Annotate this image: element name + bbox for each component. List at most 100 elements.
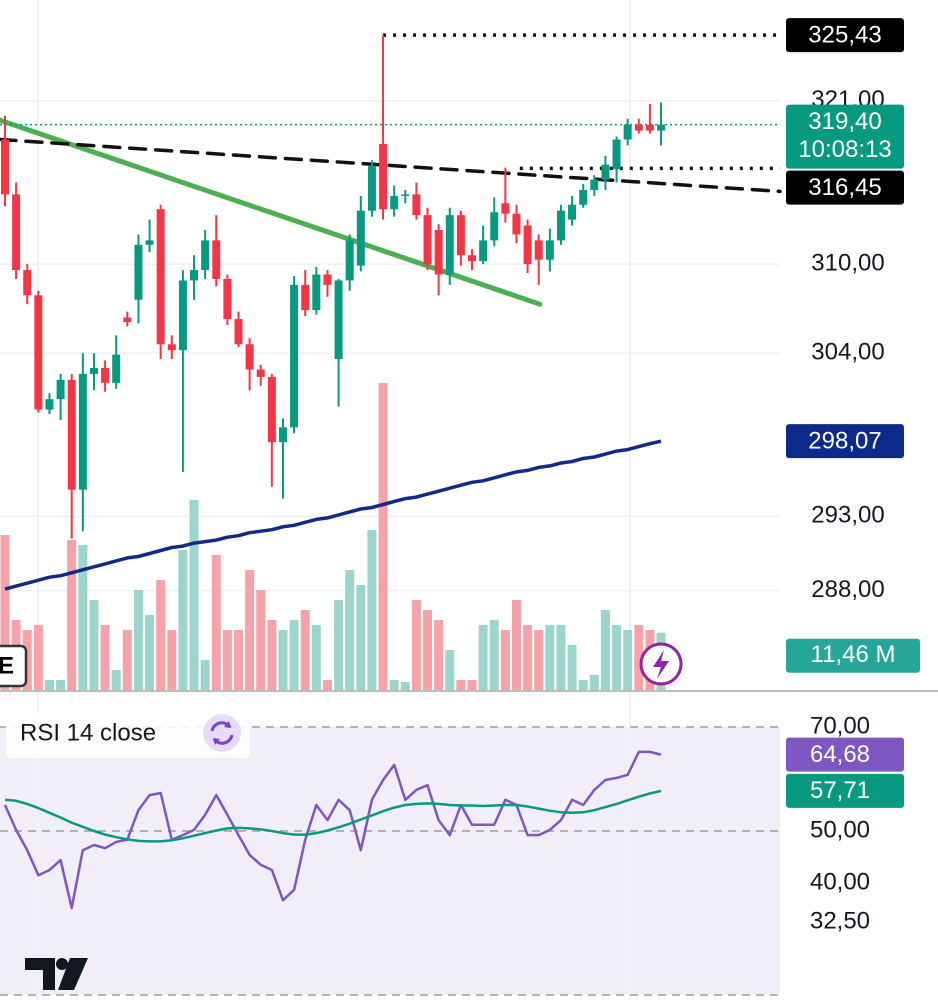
- price-badge: 325,43: [786, 18, 904, 53]
- volume-badge-label: 11,46 M: [811, 641, 896, 668]
- volume-bar: [234, 630, 244, 690]
- value-badge-box: [786, 773, 904, 808]
- candle-body: [456, 215, 465, 256]
- candle-body: [156, 209, 165, 345]
- candle-body: [201, 240, 210, 271]
- candle-body: [545, 240, 554, 260]
- candle-body: [12, 194, 21, 271]
- price-badge-box: [786, 18, 904, 53]
- candle-body: [323, 274, 332, 285]
- candle-body: [512, 213, 521, 235]
- candle-body: [78, 373, 87, 490]
- volume-bar: [623, 630, 633, 690]
- rsi-line: [4, 789, 662, 843]
- rsi-icon-circle[interactable]: [203, 714, 241, 752]
- candle-body: [390, 195, 399, 210]
- logo-part: [58, 958, 88, 990]
- moving-average-line: [4, 439, 662, 591]
- corner-badge: E: [0, 644, 28, 688]
- candle-body: [423, 215, 432, 265]
- candle-body: [23, 270, 32, 296]
- price-badge-label: 325,43: [808, 22, 881, 49]
- candle-body: [468, 255, 477, 262]
- volume-layer: [0, 383, 666, 690]
- price-badge-box: [786, 170, 904, 205]
- rsi-background: [0, 727, 780, 995]
- volume-bar: [200, 660, 210, 690]
- volume-bar: [122, 630, 132, 690]
- volume-bar: [56, 680, 66, 690]
- candle-body: [645, 124, 654, 131]
- trendline: [0, 137, 782, 194]
- rsi-settings-icon[interactable]: [203, 714, 241, 752]
- candle-body: [178, 280, 187, 351]
- price-badge: 316,45: [786, 170, 904, 205]
- volume-bar: [133, 590, 143, 690]
- candle-body: [367, 166, 376, 211]
- volume-bar: [389, 680, 399, 690]
- volume-bar: [345, 570, 355, 690]
- candle-body: [601, 164, 610, 180]
- volume-bar: [311, 625, 321, 690]
- volume-bar: [278, 630, 288, 690]
- value-badge-label: 64,68: [810, 741, 870, 768]
- volume-bar: [411, 600, 421, 690]
- candle-body: [412, 194, 421, 216]
- corner-label: E: [0, 652, 14, 679]
- candle-body: [190, 270, 199, 281]
- volume-bar: [89, 600, 99, 690]
- candle-body: [212, 240, 221, 279]
- candle-body: [657, 124, 666, 131]
- candle-body: [490, 212, 499, 241]
- candle-body: [245, 344, 254, 370]
- candle-body: [67, 379, 76, 490]
- candle-body: [223, 278, 232, 320]
- candle-body: [379, 143, 388, 210]
- y-tick-label: 304,00: [811, 339, 884, 366]
- rsi-layer: [0, 726, 780, 910]
- price-badge-time: 10:08:13: [798, 136, 891, 163]
- volume-bar: [578, 680, 588, 690]
- y-tick-label: 288,00: [811, 576, 884, 603]
- axis-layer: 321,00310,00304,00293,00288,00325,43319,…: [786, 18, 920, 934]
- volume-bar: [423, 610, 433, 690]
- rsi-line: [3, 750, 662, 910]
- rsi-legend: RSI 14 close: [6, 710, 250, 758]
- candle-body: [89, 368, 98, 374]
- y-tick-label: 40,00: [810, 868, 870, 895]
- candle-body: [534, 240, 543, 260]
- candle-body: [634, 124, 643, 131]
- candle-body: [623, 124, 632, 140]
- volume-bar: [400, 682, 410, 690]
- volume-bar: [356, 585, 366, 690]
- corner-badge-box: [0, 644, 28, 688]
- candle-body: [101, 368, 110, 383]
- volume-bar: [267, 620, 277, 690]
- candle-layer: [1, 35, 666, 539]
- volume-bar: [523, 625, 533, 690]
- volume-bar: [567, 645, 577, 690]
- candle-body: [1, 139, 10, 195]
- candle-body: [579, 189, 588, 205]
- volume-bar: [445, 650, 455, 690]
- volume-bar: [334, 600, 344, 690]
- volume-bar: [256, 590, 266, 690]
- candle-body: [590, 179, 599, 190]
- volume-bar: [612, 625, 622, 690]
- alert-icon[interactable]: [639, 642, 683, 686]
- price-badge-label: 316,45: [808, 174, 881, 201]
- volume-bar: [44, 680, 54, 690]
- candle-body: [256, 369, 265, 377]
- value-badge-box: [786, 737, 904, 772]
- rsi-legend-box: [6, 710, 250, 758]
- candle-body: [290, 284, 299, 428]
- candle-body: [556, 210, 565, 241]
- candle-body: [345, 240, 354, 281]
- volume-bar: [467, 680, 477, 690]
- volume-bar: [178, 550, 188, 690]
- candle-body: [56, 379, 65, 400]
- candle-body: [434, 230, 443, 275]
- price-badge-label: 298,07: [808, 427, 881, 454]
